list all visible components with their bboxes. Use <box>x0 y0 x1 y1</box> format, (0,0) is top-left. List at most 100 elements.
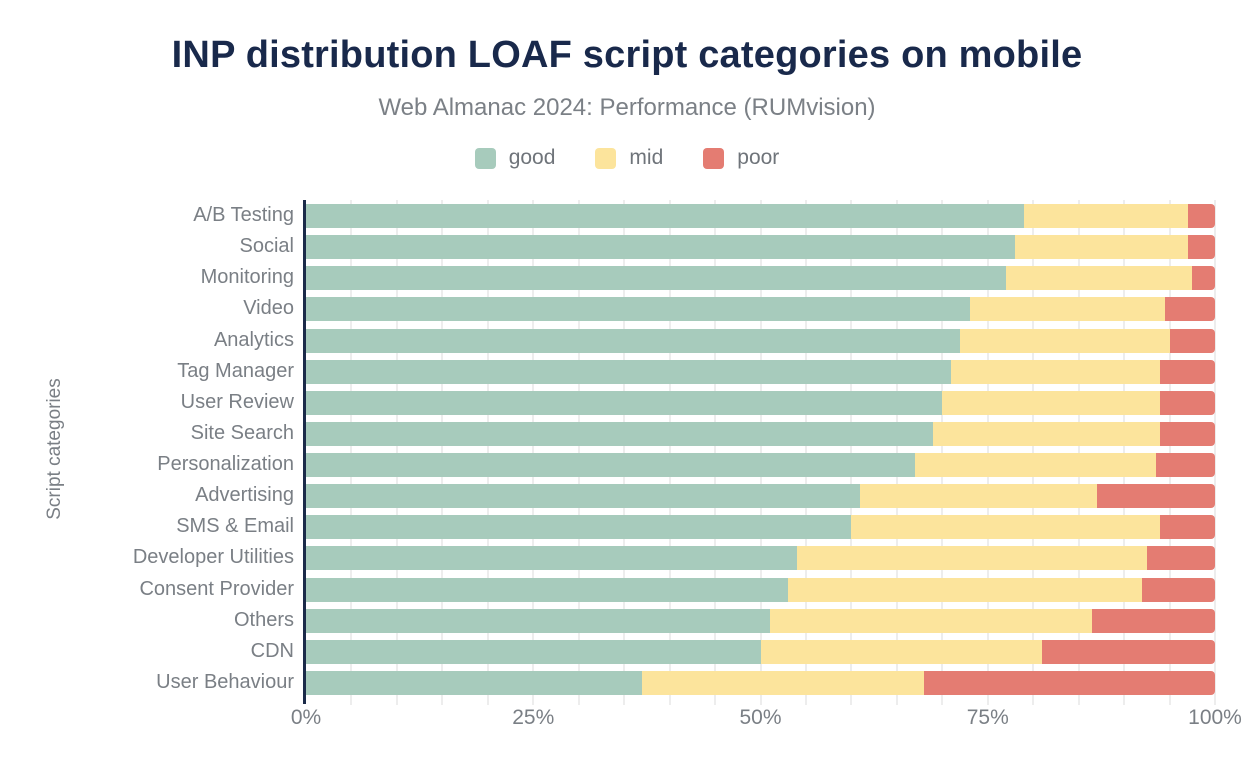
category-label: Video <box>243 297 294 320</box>
category-label: Analytics <box>213 328 294 351</box>
stacked-bar <box>306 639 1215 664</box>
gridlines <box>306 200 1216 705</box>
bar-segment-mid <box>796 546 1147 571</box>
stacked-bar <box>306 204 1215 228</box>
bar-row <box>306 667 1215 698</box>
bar-segment-good <box>306 546 797 571</box>
category-label: CDN <box>250 639 294 662</box>
bar-segment-mid <box>760 639 1043 664</box>
stacked-bar <box>306 670 1215 695</box>
bar-row <box>306 605 1215 636</box>
bar-segment-good <box>306 359 952 384</box>
gridline <box>395 200 398 705</box>
bar-row <box>306 480 1215 511</box>
bar-segment-poor <box>1160 421 1215 446</box>
bars <box>306 200 1215 698</box>
category-label: Monitoring <box>200 266 294 289</box>
bar-row <box>306 574 1215 605</box>
legend-item-poor: poor <box>703 146 779 170</box>
gridline <box>350 200 353 705</box>
bar-segment-poor <box>1096 484 1215 509</box>
bar-row <box>306 511 1215 542</box>
legend-swatch-mid <box>595 147 617 169</box>
bar-segment-good <box>306 639 761 664</box>
bar-segment-poor <box>1169 328 1215 353</box>
gridline <box>1214 200 1216 705</box>
stacked-bar <box>306 359 1215 384</box>
bar-segment-poor <box>1155 453 1215 477</box>
bar-segment-poor <box>1142 577 1215 602</box>
bar-segment-good <box>306 235 1016 260</box>
bar-row <box>306 356 1215 387</box>
gridline <box>668 200 671 705</box>
x-tick-label: 50% <box>739 706 782 729</box>
legend-label: poor <box>737 146 780 169</box>
bar-segment-poor <box>1160 515 1215 540</box>
gridline <box>577 200 580 705</box>
bar-segment-mid <box>915 453 1156 477</box>
category-label: Personalization <box>157 453 294 475</box>
category-label: Social <box>239 235 294 258</box>
category-label: Consent Provider <box>139 577 294 600</box>
category-label: User Review <box>180 390 294 413</box>
legend-label: good <box>508 146 556 169</box>
gridline <box>1123 200 1126 705</box>
legend-swatch-poor <box>703 147 725 169</box>
gridline <box>623 200 626 705</box>
bar-segment-good <box>306 297 970 322</box>
bar-segment-mid <box>960 328 1170 353</box>
stacked-bar <box>306 390 1215 415</box>
bar-segment-poor <box>1187 204 1215 228</box>
gridline <box>1168 200 1171 705</box>
category-label: Others <box>233 608 294 631</box>
category-labels: A/B Testing Social Monitoring Video Analytic… <box>0 200 294 698</box>
stacked-bar <box>306 453 1215 477</box>
bar-segment-mid <box>1005 266 1193 291</box>
x-axis-labels: 0% 25% 50% 75% 100% <box>291 706 1242 736</box>
gridline <box>850 200 853 705</box>
bar-segment-mid <box>851 515 1161 540</box>
legend: good mid poor <box>0 146 1254 170</box>
bar-segment-mid <box>1024 204 1188 228</box>
legend-item-good: good <box>474 146 556 170</box>
bar-segment-good <box>306 266 1006 291</box>
bar-segment-poor <box>1160 390 1215 415</box>
x-tick-label: 0% <box>290 706 322 729</box>
bar-row <box>306 449 1215 480</box>
gridline <box>441 200 444 705</box>
bar-segment-poor <box>924 670 1215 695</box>
stacked-bar <box>306 515 1215 540</box>
y-axis-line <box>303 200 306 704</box>
bar-segment-good <box>306 515 852 540</box>
bar-row <box>306 542 1215 573</box>
bar-segment-good <box>306 204 1025 228</box>
gridline <box>532 200 535 705</box>
category-label: User Behaviour <box>156 670 294 693</box>
gridline <box>1032 200 1035 705</box>
bar-row <box>306 387 1215 418</box>
stacked-bar <box>306 608 1215 633</box>
category-label: Tag Manager <box>177 359 294 382</box>
gridline <box>714 200 717 705</box>
bar-segment-mid <box>642 670 925 695</box>
stacked-bar <box>306 546 1215 571</box>
bar-row <box>306 231 1215 262</box>
category-label: Developer Utilities <box>132 546 294 569</box>
bar-row <box>306 262 1215 293</box>
gridline <box>759 200 762 705</box>
bar-segment-mid <box>1015 235 1188 260</box>
gridline <box>486 200 489 705</box>
bar-segment-poor <box>1092 608 1215 633</box>
bar-row <box>306 636 1215 667</box>
gridline <box>986 200 989 705</box>
stacked-bar <box>306 421 1215 446</box>
category-label: Site Search <box>190 421 294 444</box>
bar-segment-good <box>306 670 643 695</box>
gridline <box>895 200 898 705</box>
bar-segment-good <box>306 608 770 633</box>
bar-row <box>306 200 1215 231</box>
bar-row <box>306 418 1215 449</box>
x-tick-label: 75% <box>966 706 1009 729</box>
stacked-bar <box>306 235 1215 260</box>
chart-subtitle: Web Almanac 2024: Performance (RUMvision… <box>378 94 876 121</box>
